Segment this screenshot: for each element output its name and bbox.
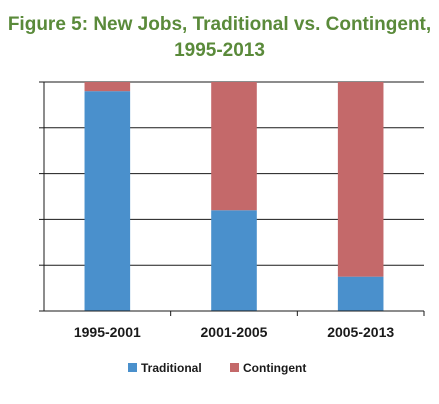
x-tick-labels: 1995-2001 2001-2005 2005-2013 — [74, 324, 394, 340]
chart-title: Figure 5: New Jobs, Traditional vs. Cont… — [0, 12, 439, 64]
bar-traditional-2005-2013 — [337, 276, 384, 311]
bars — [84, 82, 384, 311]
bar-contingent-1995-2001 — [84, 82, 131, 92]
x-tick-label: 2001-2005 — [201, 324, 268, 340]
bar-traditional-2001-2005 — [211, 210, 257, 311]
bar-traditional-1995-2001 — [84, 91, 131, 311]
axes — [39, 81, 425, 316]
legend-label-traditional: Traditional — [141, 361, 202, 375]
legend-swatch-contingent — [230, 363, 239, 372]
legend: Traditional Contingent — [128, 361, 306, 375]
x-tick-label: 2005-2013 — [327, 324, 394, 340]
bar-contingent-2001-2005 — [211, 82, 257, 211]
chart-title-line-1: Figure 5: New Jobs, Traditional vs. Cont… — [7, 14, 432, 35]
legend-label-contingent: Contingent — [243, 361, 306, 375]
legend-swatch-traditional — [128, 363, 137, 372]
x-tick-label: 1995-2001 — [74, 324, 141, 340]
bar-contingent-2005-2013 — [337, 82, 384, 277]
chart-title-line-2: 1995-2013 — [174, 40, 265, 61]
